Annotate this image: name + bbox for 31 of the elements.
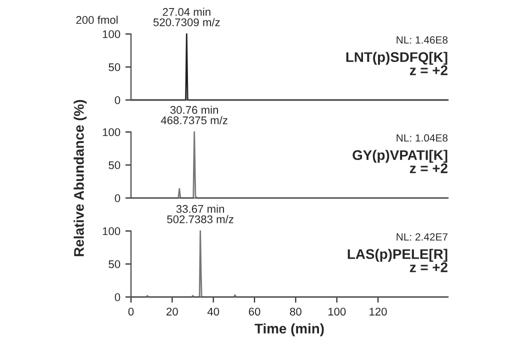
annotation: z = +2: [410, 262, 448, 272]
y-tick-label: 0: [114, 293, 120, 302]
y-tick-label: 0: [114, 96, 120, 104]
x-axis-title: Time (min): [254, 323, 324, 336]
x-tick-label: 20: [166, 308, 178, 316]
annotation: NL: 1.46E8: [396, 36, 448, 44]
annotation: NL: 1.04E8: [396, 134, 448, 142]
x-tick-label: 40: [207, 308, 220, 316]
annotation: 27.04 min 520.7309 m/z: [153, 8, 220, 26]
x-tick-label: 60: [248, 308, 260, 316]
y-tick-label: 100: [102, 227, 120, 236]
y-axis-title: Relative Abundance (%): [74, 100, 87, 256]
y-tick-label: 100: [102, 30, 120, 38]
chart-title: 200 fmol: [76, 16, 118, 24]
annotation: LNT(p)SDFQ[K]: [346, 52, 448, 65]
x-tick-label: 120: [370, 308, 387, 316]
annotation: GY(p)VPATI[K]: [352, 150, 448, 163]
y-tick-label: 50: [108, 161, 120, 170]
y-tick-label: 50: [108, 63, 120, 72]
y-tick-label: 50: [108, 260, 120, 268]
x-tick-label: 0: [128, 308, 134, 316]
annotation: 33.67 min 502.7383 m/z: [167, 204, 234, 224]
y-tick-label: 0: [114, 194, 120, 202]
x-tick-label: 100: [328, 308, 346, 316]
annotation: NL: 2.42E7: [396, 233, 448, 241]
x-tick-label: 80: [290, 308, 302, 316]
annotation: z = +2: [410, 65, 448, 76]
annotation: LAS(p)PELE[R]: [348, 248, 448, 262]
y-tick-label: 100: [102, 128, 120, 136]
annotation: 30.76 min 468.7375 m/z: [160, 106, 228, 124]
annotation: z = +2: [410, 163, 448, 174]
